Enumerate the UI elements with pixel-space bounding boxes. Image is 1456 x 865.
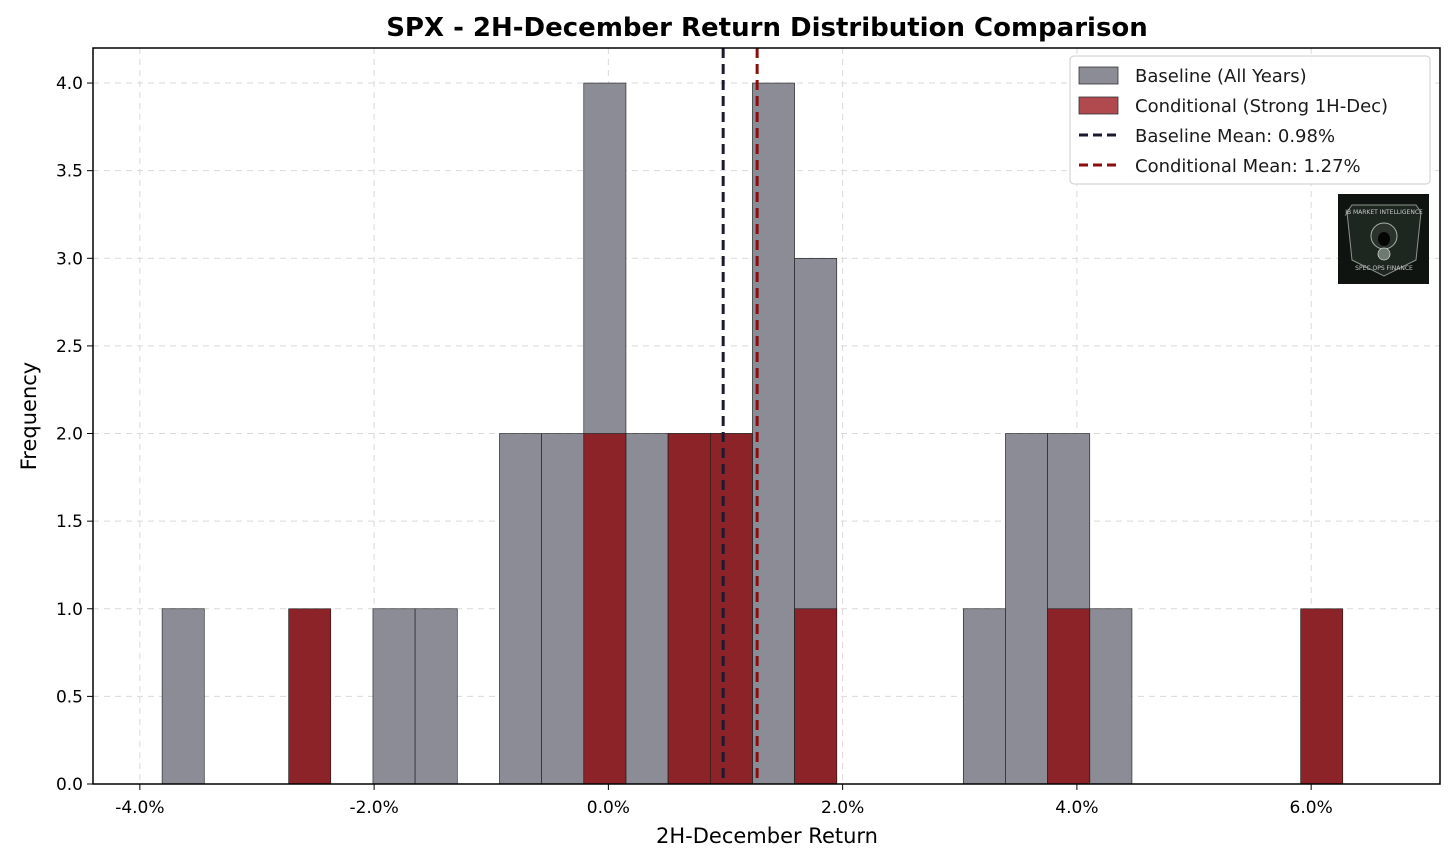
legend-swatch-baseline [1078,66,1119,85]
baseline-bar-11 [962,608,1006,785]
y-tick-label-3: 1.5 [56,512,83,532]
y-axis-label: Frequency [17,362,41,471]
logo-top-text: JB MARKET INTELLIGENCE [1344,209,1423,216]
conditional-bar-3 [709,433,753,785]
hood-shadow [1378,232,1390,246]
baseline-bar-9 [752,82,795,785]
x-tick-label-5: 6.0% [1290,798,1333,818]
globe-icon [1377,247,1391,261]
conditional-bar-2 [667,433,711,785]
x-axis-ticks: -4.0% -2.0% 0.0% 2.0% 4.0% 6.0% [115,784,1333,818]
y-tick-label-5: 2.5 [56,337,83,357]
x-tick-label-0: -4.0% [115,798,164,818]
x-tick-label-2: 0.0% [587,798,630,818]
legend-label-conditional: Conditional (Strong 1H-Dec) [1135,96,1388,117]
legend-box [1069,55,1431,185]
baseline-bar-14 [1089,608,1133,785]
baseline-bar-6 [625,433,669,785]
legend-label-baseline: Baseline (All Years) [1135,66,1307,87]
conditional-bar-1 [583,433,627,785]
y-tick-label-0: 0.0 [56,775,83,795]
x-tick-label-3: 2.0% [821,798,864,818]
conditional-bar-0 [288,608,332,785]
conditional-bars [288,433,1344,785]
y-tick-label-6: 3.0 [56,249,83,269]
baseline-bar-2 [414,608,458,785]
baseline-bar-3 [499,433,542,785]
conditional-bar-4 [794,608,838,785]
conditional-bar-6 [1300,608,1344,785]
y-tick-label-2: 1.0 [56,600,83,620]
baseline-bar-12 [1005,433,1048,785]
y-tick-label-4: 2.0 [56,425,83,445]
x-axis-label: 2H-December Return [656,824,878,848]
logo-bottom-text: SPEC OPS FINANCE [1355,265,1413,272]
chart-title: SPX - 2H-December Return Distribution Co… [386,13,1148,43]
legend-swatch-conditional [1078,96,1119,115]
brand-logo: JB MARKET INTELLIGENCE SPEC OPS FINANCE [1338,194,1429,284]
baseline-bar-0 [161,608,205,785]
conditional-bar-5 [1047,608,1091,785]
legend-label-conditional-mean: Conditional Mean: 1.27% [1135,156,1361,177]
baseline-bar-1 [372,608,416,785]
x-tick-label-1: -2.0% [349,798,398,818]
mean-lines [721,48,759,784]
y-axis-ticks: 0.0 0.5 1.0 1.5 2.0 2.5 3.0 3.5 4.0 [56,74,93,795]
legend: Baseline (All Years) Conditional (Strong… [1069,55,1431,185]
y-tick-label-1: 0.5 [56,687,83,707]
plot-frame [92,47,1441,785]
y-tick-label-8: 4.0 [56,74,83,94]
baseline-bar-4 [541,433,585,785]
y-tick-label-7: 3.5 [56,162,83,182]
x-tick-label-4: 4.0% [1055,798,1098,818]
legend-label-baseline-mean: Baseline Mean: 0.98% [1135,126,1335,147]
